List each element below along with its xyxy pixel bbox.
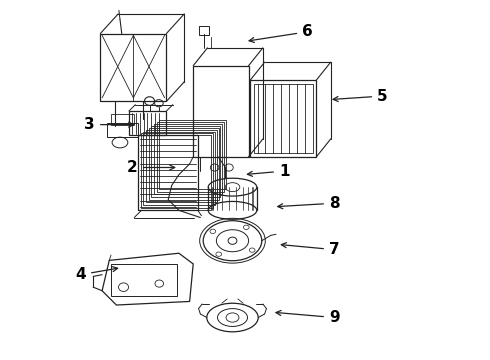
Bar	[193, 66, 248, 157]
Text: 3: 3	[84, 117, 134, 132]
Text: 6: 6	[249, 24, 313, 42]
Bar	[157, 122, 224, 192]
Bar	[151, 126, 220, 197]
Bar	[154, 124, 222, 194]
Bar	[100, 33, 167, 102]
Bar	[129, 111, 167, 135]
Bar	[254, 84, 313, 153]
Text: 4: 4	[75, 267, 118, 282]
Bar	[111, 264, 177, 296]
Bar	[159, 120, 226, 189]
Bar	[143, 132, 215, 205]
Text: 1: 1	[247, 163, 290, 179]
Bar	[141, 134, 213, 208]
Bar	[138, 135, 211, 210]
Text: 8: 8	[278, 196, 340, 211]
Bar	[107, 123, 138, 137]
Text: 7: 7	[281, 242, 340, 257]
Bar	[148, 128, 219, 200]
Bar	[138, 135, 198, 210]
Bar	[250, 80, 317, 157]
Text: 2: 2	[127, 160, 175, 175]
Bar	[146, 130, 217, 202]
Text: 5: 5	[333, 89, 388, 104]
Text: 9: 9	[276, 310, 340, 325]
Bar	[111, 114, 134, 125]
Bar	[198, 26, 209, 35]
